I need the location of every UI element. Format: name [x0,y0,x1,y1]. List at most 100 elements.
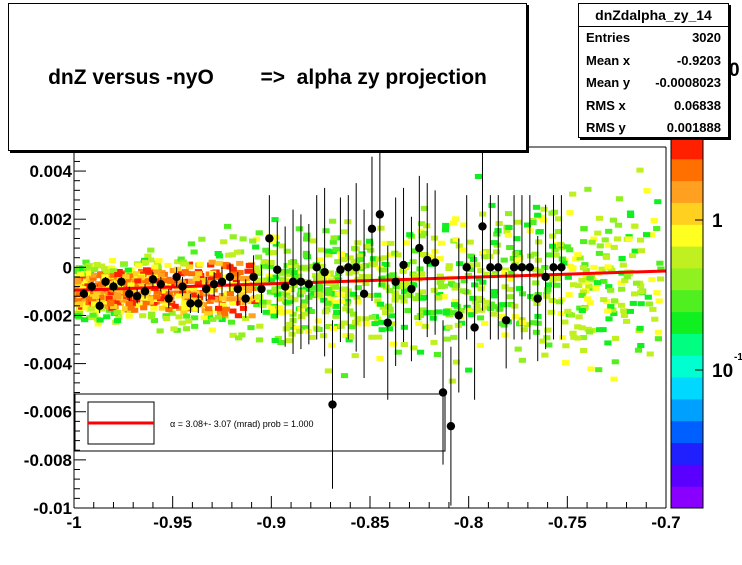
heatmap-cell [74,267,82,272]
heatmap-cell [457,308,465,314]
heatmap-cell [229,266,237,272]
heatmap-cell [533,301,541,306]
heatmap-cell [220,239,228,245]
heatmap-cell [654,329,663,335]
heatmap-cell [332,303,340,309]
heatmap-cell [207,294,216,300]
heatmap-cell [207,262,215,268]
heatmap-cell [555,299,564,305]
heatmap-cell [412,296,420,302]
profile-point [509,263,519,272]
heatmap-cell [148,311,156,317]
heatmap-cell [315,276,323,282]
heatmap-cell [103,268,111,274]
heatmap-cell [398,284,406,289]
heatmap-cell [191,323,199,329]
heatmap-cell [334,291,342,297]
heatmap-cell [252,236,261,242]
heatmap-cell [153,294,161,300]
heatmap-cell [379,304,387,310]
heatmap-cell [459,288,468,294]
heatmap-cell [386,252,394,258]
heatmap-cell [356,253,364,259]
heatmap-cell [351,269,359,275]
heatmap-cell [474,174,483,179]
heatmap-cell [354,276,362,282]
heatmap-cell [135,302,143,308]
heatmap-cell [298,265,306,271]
heatmap-cell [506,286,514,292]
heatmap-cell [430,339,438,345]
heatmap-cell [506,270,514,276]
x-tick-label: -0.8 [454,513,483,532]
heatmap-cell [564,274,572,280]
profile-point [217,277,227,286]
heatmap-cell [582,274,590,280]
profile-point [525,263,535,272]
heatmap-cell [270,313,278,319]
heatmap-cell [228,284,236,290]
heatmap-cell [113,310,121,316]
heatmap-cell [548,298,556,303]
heatmap-cell [97,295,105,300]
heatmap-cell [477,283,485,289]
heatmap-cell [600,297,608,303]
profile-point [79,289,89,299]
heatmap-cell [89,272,97,278]
heatmap-cell [543,293,551,299]
heatmap-cell [75,292,83,298]
heatmap-cell [203,319,211,325]
heatmap-cell [181,293,189,299]
heatmap-cell [94,321,102,327]
heatmap-cell [567,312,576,318]
heatmap-cell [506,294,514,300]
heatmap-cell [367,247,375,253]
heatmap-cell [562,343,570,349]
heatmap-cell [233,249,241,255]
heatmap-cell [436,291,444,297]
heatmap-cell [271,288,279,293]
heatmap-cell [505,225,513,230]
profile-point [391,277,400,286]
color-scale-step [671,180,703,203]
heatmap-cell [382,284,390,290]
heatmap-cell [267,260,275,265]
heatmap-cell [572,256,580,262]
heatmap-cell [415,292,423,298]
heatmap-cell [466,239,474,245]
heatmap-cell [362,316,370,322]
heatmap-cell [637,283,645,289]
heatmap-cell [229,296,237,302]
heatmap-cell [420,294,428,300]
heatmap-cell [544,287,552,293]
heatmap-cell [575,283,583,289]
heatmap-cell [242,315,250,321]
heatmap-cell [380,267,388,273]
heatmap-cell [388,313,396,319]
heatmap-cell [224,223,232,229]
heatmap-cell [595,367,603,373]
heatmap-cell [115,314,123,320]
heatmap-cell [182,326,191,332]
heatmap-cell [469,295,477,301]
heatmap-cell [254,279,262,285]
heatmap-cell [295,273,303,279]
heatmap-cell [150,318,158,324]
heatmap-cell [495,221,503,226]
heatmap-cell [501,332,509,338]
axes: -1 -0.95 -0.9 -0.85 -0.8 -0.75 -0.7 -0.01 -0.008… [24,146,681,532]
heatmap-cell [359,273,367,279]
heatmap-cell [410,273,419,279]
x-tick-label: -0.7 [651,513,680,532]
x-tick-label: -0.9 [257,513,286,532]
heatmap-cell [122,274,130,280]
heatmap-cell [629,300,637,306]
heatmap-cell [92,294,100,300]
heatmap-cell [314,291,322,297]
heatmap-cell [207,288,215,294]
heatmap-cell [628,253,637,259]
heatmap-cell [96,273,105,279]
heatmap-cell [288,324,296,330]
heatmap-cell [107,290,115,296]
heatmap-cell [637,289,645,295]
